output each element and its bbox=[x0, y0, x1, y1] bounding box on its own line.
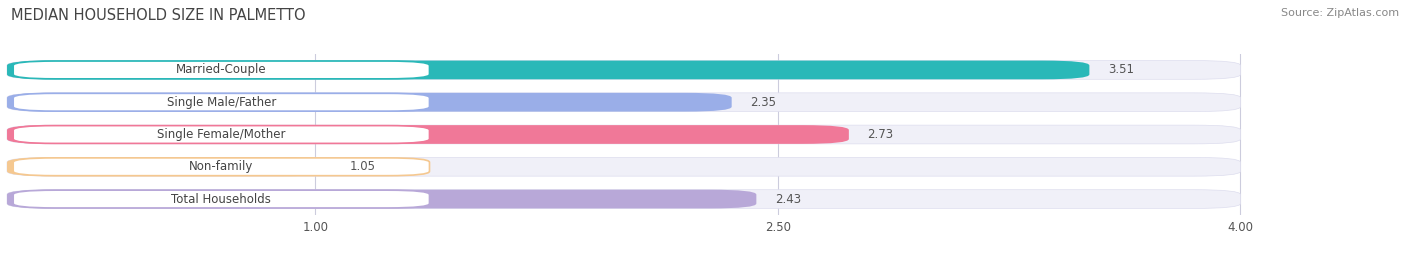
FancyBboxPatch shape bbox=[13, 61, 429, 79]
Text: Single Female/Mother: Single Female/Mother bbox=[157, 128, 285, 141]
FancyBboxPatch shape bbox=[7, 125, 849, 144]
FancyBboxPatch shape bbox=[7, 61, 1090, 79]
Text: Total Households: Total Households bbox=[172, 193, 271, 206]
FancyBboxPatch shape bbox=[7, 157, 330, 176]
FancyBboxPatch shape bbox=[7, 157, 1240, 176]
FancyBboxPatch shape bbox=[13, 190, 429, 208]
Text: 2.73: 2.73 bbox=[868, 128, 893, 141]
Text: 3.51: 3.51 bbox=[1108, 63, 1133, 76]
FancyBboxPatch shape bbox=[13, 158, 429, 176]
FancyBboxPatch shape bbox=[7, 125, 1240, 144]
Text: Source: ZipAtlas.com: Source: ZipAtlas.com bbox=[1281, 8, 1399, 18]
Text: Single Male/Father: Single Male/Father bbox=[167, 96, 276, 109]
Text: Married-Couple: Married-Couple bbox=[176, 63, 267, 76]
FancyBboxPatch shape bbox=[13, 126, 429, 143]
FancyBboxPatch shape bbox=[7, 61, 1240, 79]
Text: Non-family: Non-family bbox=[190, 160, 253, 173]
FancyBboxPatch shape bbox=[7, 93, 731, 112]
Text: 1.05: 1.05 bbox=[349, 160, 375, 173]
FancyBboxPatch shape bbox=[7, 190, 1240, 208]
Text: MEDIAN HOUSEHOLD SIZE IN PALMETTO: MEDIAN HOUSEHOLD SIZE IN PALMETTO bbox=[11, 8, 307, 23]
FancyBboxPatch shape bbox=[7, 93, 1240, 112]
FancyBboxPatch shape bbox=[13, 93, 429, 111]
Text: 2.35: 2.35 bbox=[751, 96, 776, 109]
FancyBboxPatch shape bbox=[7, 190, 756, 208]
Text: 2.43: 2.43 bbox=[775, 193, 801, 206]
